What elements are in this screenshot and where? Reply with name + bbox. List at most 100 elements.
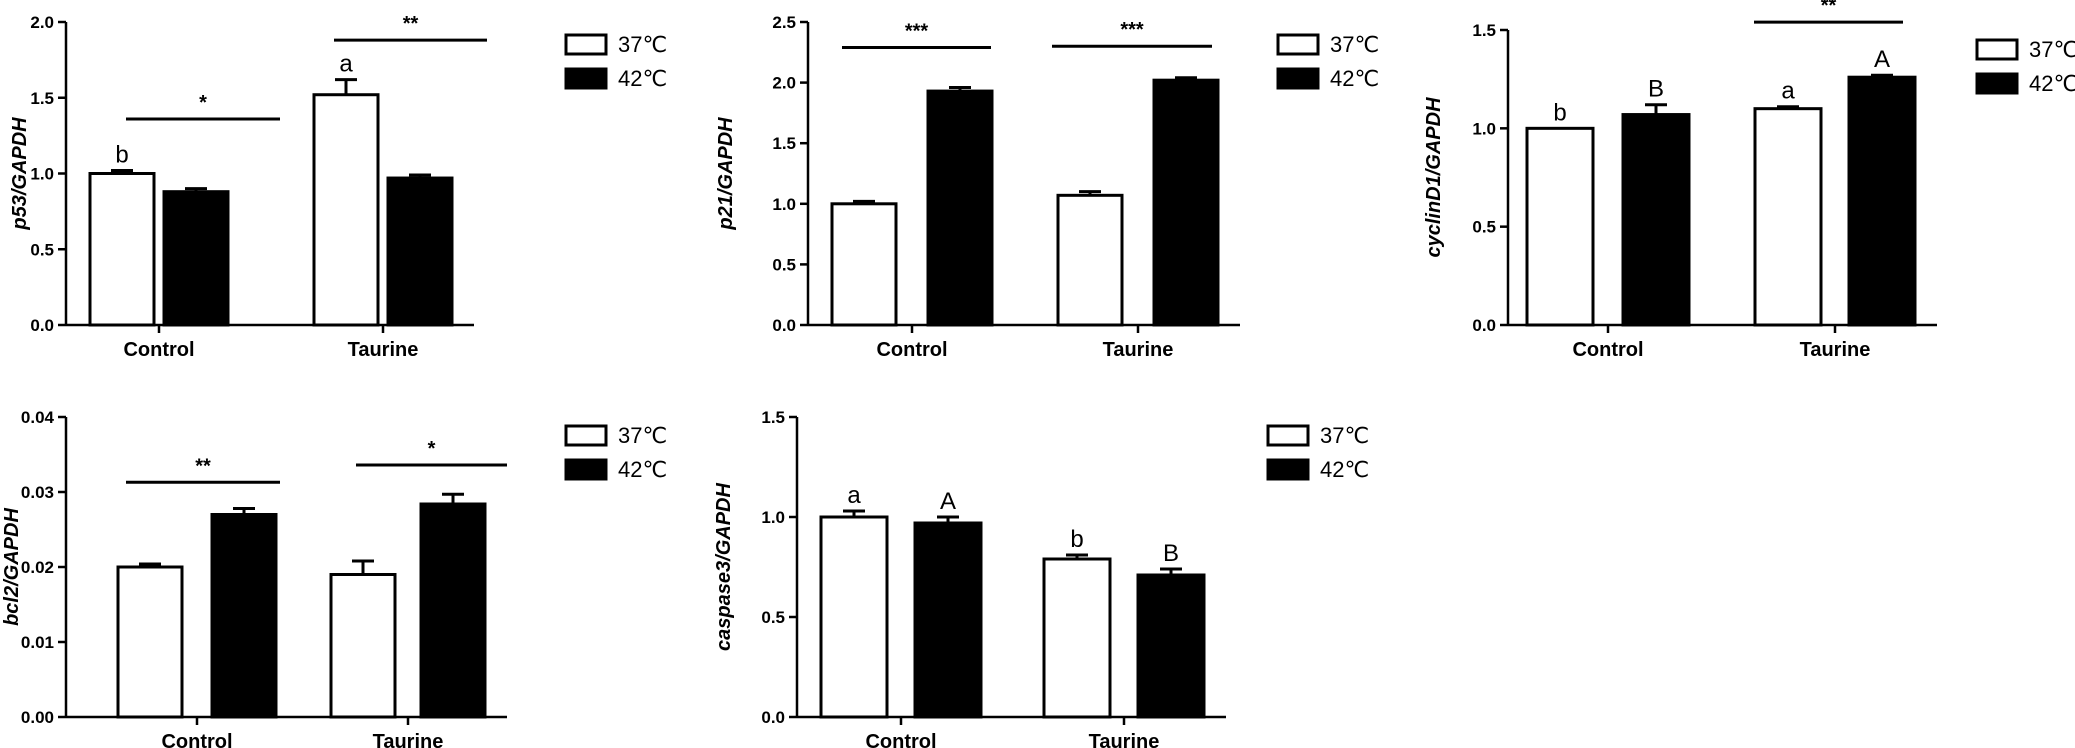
- legend-label: 37℃: [1330, 32, 1379, 57]
- y-tick-label: 0.0: [1472, 316, 1496, 335]
- x-category-label: Taurine: [1089, 731, 1160, 748]
- significance-label: *: [428, 438, 436, 460]
- legend-swatch: [1276, 67, 1320, 90]
- chart-panel-2: 0.0 0.5 1.0 1.5 2.0 2.5 Control Taurine p21/GAPD…: [715, 13, 1379, 361]
- y-tick-label: 0.5: [761, 608, 785, 627]
- legend-swatch: [1266, 458, 1310, 481]
- bar: [1152, 78, 1220, 327]
- y-axis-title: p21/GAPDH: [715, 117, 737, 231]
- legend-label: 37℃: [618, 32, 667, 57]
- significance-label: **: [1821, 0, 1837, 17]
- y-tick-label: 0.00: [21, 708, 54, 727]
- significance-label: **: [195, 455, 211, 477]
- group-letter: B: [1163, 540, 1179, 567]
- legend-label: 42℃: [2029, 71, 2075, 96]
- bar: [312, 93, 380, 327]
- group-letter: a: [339, 51, 353, 78]
- legend-swatch: [564, 33, 608, 56]
- y-tick-label: 1.5: [761, 408, 785, 427]
- y-axis-title: caspase3/GAPDH: [713, 483, 735, 651]
- bar: [329, 573, 397, 719]
- group-letter: A: [940, 488, 956, 515]
- y-tick-label: 0.0: [30, 316, 54, 335]
- bar: [830, 202, 898, 327]
- y-tick-label: 2.5: [772, 13, 796, 32]
- y-axis-title: cyclinD1/GAPDH: [1423, 97, 1445, 258]
- y-tick-label: 1.5: [30, 89, 54, 108]
- legend-label: 42℃: [618, 457, 667, 482]
- legend-swatch: [564, 424, 608, 447]
- legend-label: 37℃: [2029, 37, 2075, 62]
- bar: [116, 565, 184, 719]
- y-tick-label: 0.04: [21, 408, 55, 427]
- legend-swatch: [564, 67, 608, 90]
- bar: [88, 172, 156, 327]
- y-tick-label: 0.5: [772, 255, 796, 274]
- y-tick-label: 0.03: [21, 483, 54, 502]
- y-tick-label: 1.0: [772, 195, 796, 214]
- bar: [419, 502, 487, 719]
- legend-label: 42℃: [618, 66, 667, 91]
- y-tick-label: 0.01: [21, 633, 54, 652]
- group-letter: B: [1648, 76, 1664, 103]
- significance-label: **: [403, 13, 419, 35]
- bar: [913, 521, 983, 719]
- legend-label: 42℃: [1330, 66, 1379, 91]
- x-category-label: Taurine: [348, 339, 419, 361]
- bar: [1753, 107, 1823, 327]
- bar: [386, 176, 454, 327]
- bar: [210, 513, 278, 719]
- y-tick-label: 1.5: [772, 134, 796, 153]
- x-category-label: Control: [123, 339, 194, 361]
- x-category-label: Control: [876, 339, 947, 361]
- x-category-label: Control: [865, 731, 936, 748]
- legend-label: 37℃: [618, 423, 667, 448]
- bar: [1136, 573, 1206, 719]
- group-letter: A: [1874, 46, 1890, 73]
- y-tick-label: 0.02: [21, 558, 54, 577]
- y-tick-label: 0.0: [772, 316, 796, 335]
- x-category-label: Taurine: [1800, 339, 1871, 361]
- group-letter: a: [847, 482, 861, 509]
- group-letter: a: [1781, 78, 1795, 105]
- legend-swatch: [1276, 33, 1320, 56]
- x-category-label: Taurine: [1103, 339, 1174, 361]
- bar: [1056, 193, 1124, 327]
- x-category-label: Taurine: [373, 731, 444, 748]
- significance-label: *: [199, 92, 207, 114]
- bar: [1042, 557, 1112, 719]
- bar: [1847, 75, 1917, 327]
- x-category-label: Control: [1572, 339, 1643, 361]
- y-axis-title: bcl2/GAPDH: [1, 508, 23, 626]
- y-tick-label: 1.0: [761, 508, 785, 527]
- legend-swatch: [1266, 424, 1310, 447]
- chart-panel-5: 0.0 0.5 1.0 1.5 Control Taurine caspase3/GAPDH…: [713, 408, 1369, 748]
- y-tick-label: 1.5: [1472, 21, 1496, 40]
- bar: [1525, 126, 1595, 327]
- y-tick-label: 2.0: [772, 74, 796, 93]
- legend-swatch: [564, 458, 608, 481]
- y-tick-label: 2.0: [30, 13, 54, 32]
- y-axis-title: p53/GAPDH: [9, 117, 31, 231]
- y-tick-label: 1.0: [30, 165, 54, 184]
- bar: [162, 190, 230, 327]
- significance-label: ***: [905, 20, 929, 42]
- x-category-label: Control: [161, 731, 232, 748]
- legend-swatch: [1975, 38, 2019, 61]
- bar: [926, 89, 994, 327]
- significance-label: ***: [1120, 19, 1144, 41]
- y-tick-label: 0.5: [1472, 218, 1496, 237]
- group-letter: b: [1070, 526, 1083, 553]
- legend-label: 37℃: [1320, 423, 1369, 448]
- y-tick-label: 0.5: [30, 240, 54, 259]
- y-tick-label: 1.0: [1472, 119, 1496, 138]
- legend-swatch: [1975, 72, 2019, 95]
- legend-label: 42℃: [1320, 457, 1369, 482]
- chart-panel-3: 0.0 0.5 1.0 1.5 Control Taurine cyclinD1/GAPDH…: [1423, 0, 2075, 361]
- group-letter: b: [1553, 99, 1566, 126]
- chart-panel-4: 0.00 0.01 0.02 0.03 0.04 Control Taurine bcl2/G…: [1, 408, 667, 748]
- group-letter: b: [115, 141, 128, 168]
- y-tick-label: 0.0: [761, 708, 785, 727]
